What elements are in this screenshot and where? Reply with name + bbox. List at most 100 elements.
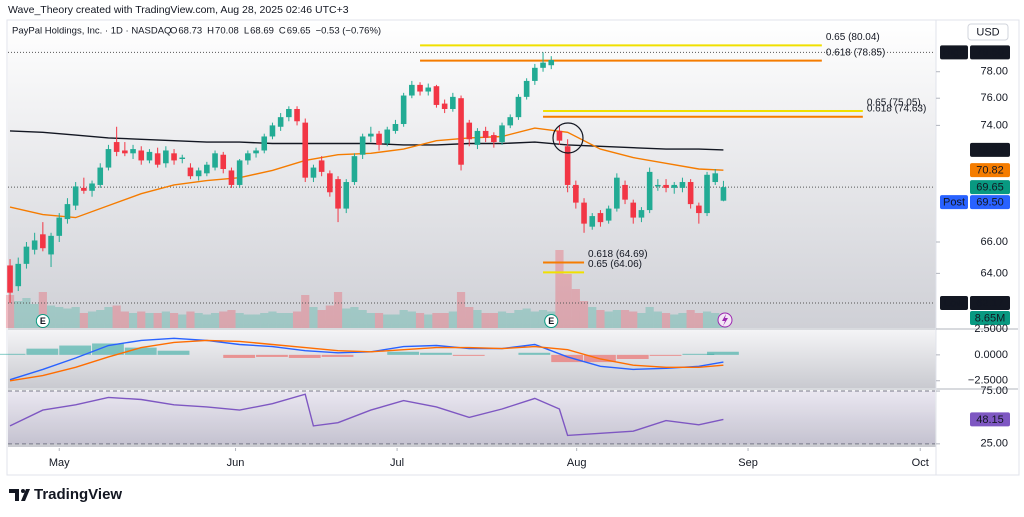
candle-body <box>187 167 194 177</box>
pane-0: 78.00 76.00 74.00 66.00 64.00 0.65 (80.04) 0.6… <box>5 23 1010 328</box>
volume-bar <box>120 311 129 328</box>
legend-value: 68.69 <box>250 26 274 37</box>
candle-body <box>245 153 251 161</box>
price-badge-name-box <box>940 295 968 310</box>
y-tick-label: 2.5000 <box>974 323 1008 335</box>
histogram-bar <box>518 352 551 355</box>
volume-bar <box>30 304 39 328</box>
candle-body <box>630 202 637 218</box>
volume-bar <box>711 313 720 328</box>
volume-bar <box>112 305 121 328</box>
histogram-bar <box>59 345 92 355</box>
candle-body <box>556 130 563 141</box>
volume-bar <box>424 314 433 328</box>
candle-body <box>466 122 473 140</box>
attribution: Wave_Theory created with TradingView.com… <box>8 4 349 16</box>
candle-body <box>195 170 202 177</box>
volume-bar <box>87 311 97 328</box>
candle-body <box>638 210 645 218</box>
candle-body <box>220 154 227 170</box>
price-badge-name-box <box>940 45 968 60</box>
pane-1: 2.5000 0.0000 −2.5000 <box>0 323 1008 387</box>
candle-body <box>548 60 555 66</box>
volume-bar <box>702 311 712 328</box>
volume-badge <box>970 310 1010 325</box>
indicator-badge <box>970 412 1010 427</box>
candle-body <box>23 246 30 264</box>
volume-bar <box>227 310 236 328</box>
candle-body <box>81 187 87 191</box>
candle-body <box>425 87 432 92</box>
histogram-bar <box>321 354 354 357</box>
candle-body <box>253 150 259 154</box>
macd-pane <box>8 330 936 388</box>
volume-bar <box>489 313 498 328</box>
candle-body <box>318 160 325 172</box>
candle-body <box>597 213 604 223</box>
price-badge-label: 62.17 <box>976 297 1004 309</box>
candle-body <box>89 183 95 191</box>
price-badge <box>970 180 1010 195</box>
volume-bar <box>366 313 375 328</box>
candle-body <box>458 98 464 165</box>
candle-body <box>400 95 407 125</box>
volume-bar <box>46 305 56 328</box>
volume-bar <box>407 311 416 328</box>
candle-body <box>343 182 350 209</box>
price-badge-name: Low <box>944 297 964 309</box>
candle-body <box>671 184 678 188</box>
candle-body <box>655 184 661 187</box>
brand-logo: TradingView <box>9 486 122 503</box>
candle-body <box>614 177 620 209</box>
y-tick-label: 0.0000 <box>974 349 1008 361</box>
volume-bar <box>481 313 490 328</box>
histogram-bar <box>288 354 321 358</box>
candle-body <box>679 182 686 188</box>
volume-bar <box>202 314 211 328</box>
volume-bar <box>55 307 64 328</box>
candle-body <box>146 151 153 161</box>
volume-bar <box>670 314 679 328</box>
pane-2: 75.00 25.00 48.15 <box>8 385 1010 450</box>
x-tick-label: Jul <box>390 457 404 469</box>
volume-bar <box>538 310 548 328</box>
volume-bar <box>653 311 662 328</box>
x-tick-label: Sep <box>738 457 758 469</box>
candle-body <box>64 204 71 220</box>
volume-bar <box>555 250 564 328</box>
brand-name: TradingView <box>34 486 122 503</box>
time-axis <box>8 448 936 474</box>
histogram-bar <box>157 350 190 355</box>
candle-body <box>236 160 243 185</box>
candle-body <box>564 146 571 185</box>
price-badge-label: 69.50 <box>976 197 1004 209</box>
volume-bar <box>104 307 113 328</box>
logo-icon <box>9 489 30 501</box>
volume-bar <box>686 310 695 328</box>
volume-bar <box>473 310 482 328</box>
y-tick-label: −2.5000 <box>968 375 1008 387</box>
fib-label: 0.65 (64.06) <box>588 259 642 270</box>
candle-body <box>417 84 423 92</box>
volume-bar <box>342 308 351 328</box>
candle-body <box>40 234 46 249</box>
candle-body <box>72 186 79 206</box>
candle-body <box>376 133 382 145</box>
candle-body <box>31 240 38 250</box>
x-tick-label: May <box>49 457 70 469</box>
y-tick-label: 74.00 <box>980 119 1008 131</box>
volume-bar <box>514 310 523 328</box>
candle-body <box>113 142 120 152</box>
volume-bar <box>391 314 400 328</box>
volume-bar <box>178 314 187 328</box>
volume-bar <box>235 313 244 328</box>
volume-bar <box>22 298 31 328</box>
volume-bar <box>96 310 105 328</box>
candle-body <box>204 164 210 174</box>
candle-body <box>286 108 292 118</box>
histogram-bar <box>92 343 124 355</box>
dividend-bolt <box>722 314 728 326</box>
candle-body <box>105 149 112 168</box>
volume-bar <box>71 307 80 328</box>
